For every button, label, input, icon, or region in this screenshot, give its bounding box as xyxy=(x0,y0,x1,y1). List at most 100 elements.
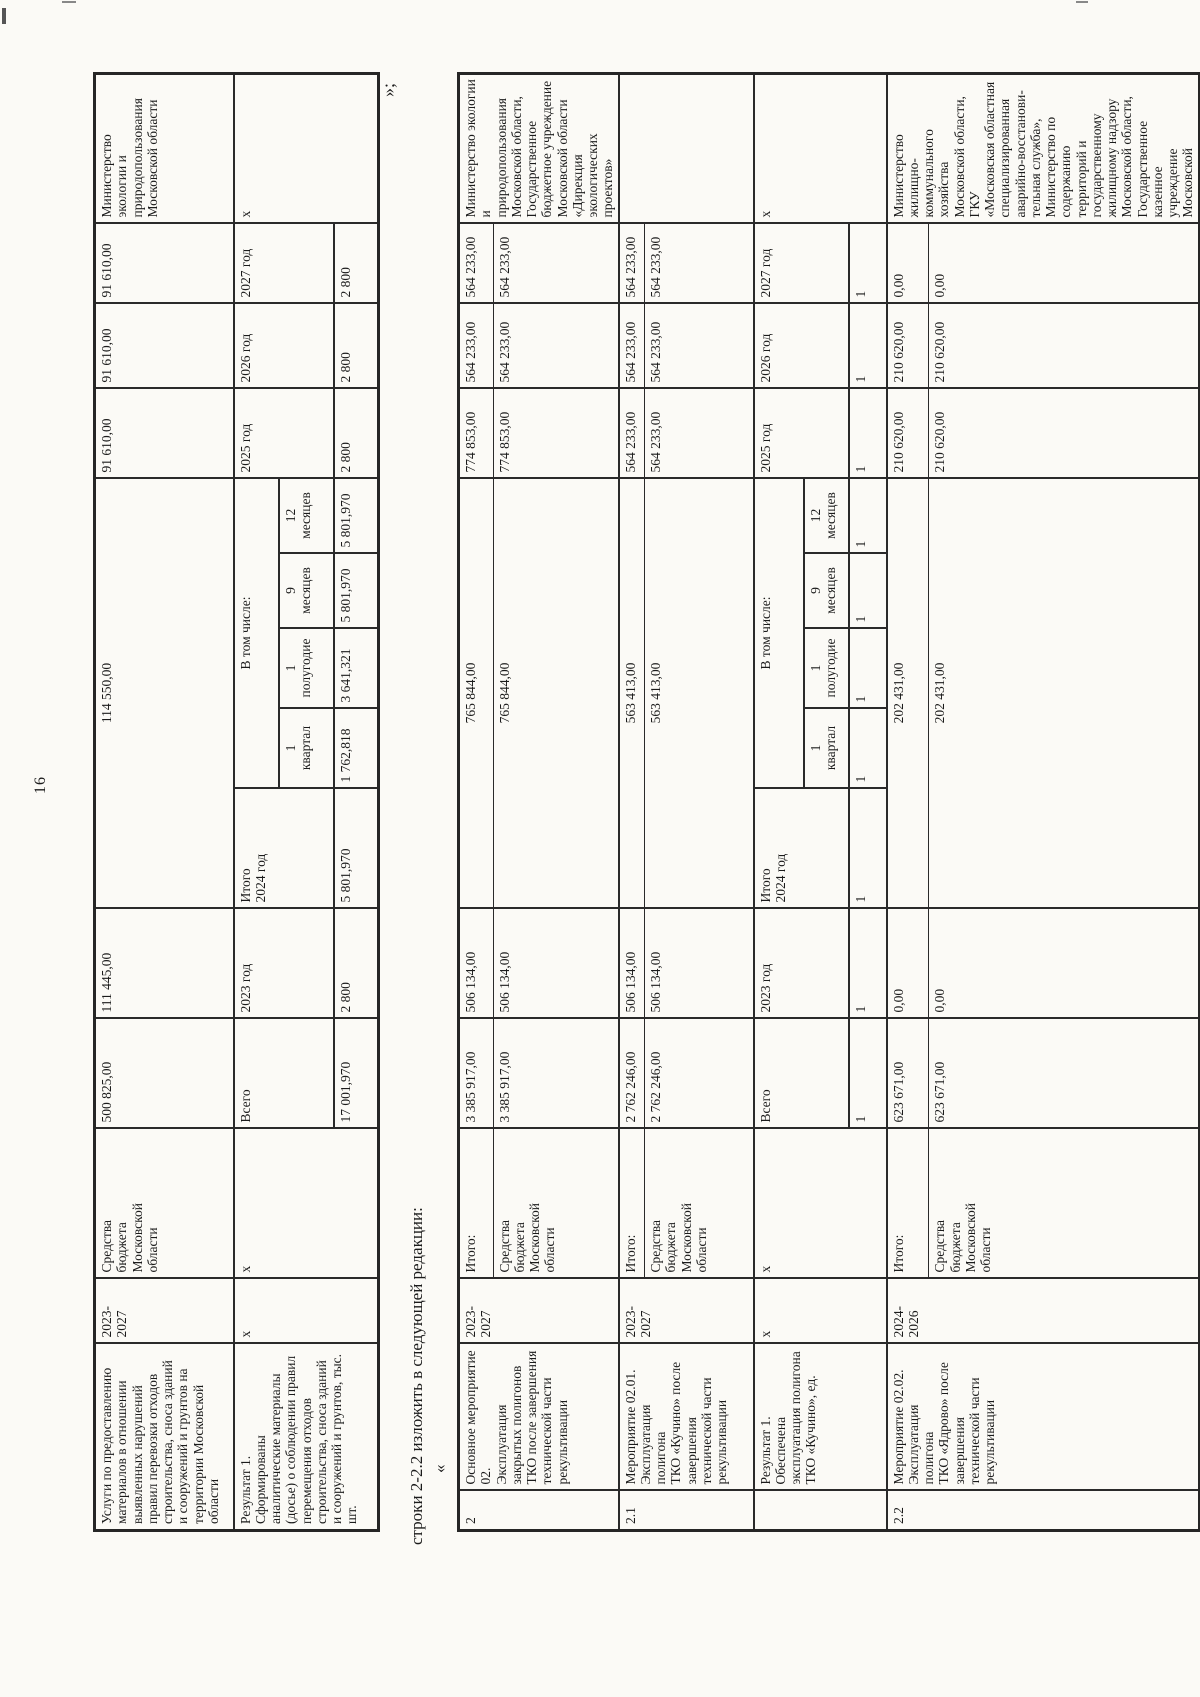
t2-main-budget-2025: 774 853,00 xyxy=(493,388,619,479)
t2-m0201-itogo-2026: 564 233,00 xyxy=(618,303,645,389)
t2-m0201-itogo-2024: 563 413,00 xyxy=(618,478,645,909)
t1-service-funding-source: Средства бюджета Московской области xyxy=(94,1128,234,1279)
t2-result-12m: 1 xyxy=(848,478,887,554)
t2-main-budget-2023: 506 134,00 xyxy=(493,908,619,1019)
t2-main-number: 2 xyxy=(458,1490,619,1531)
t1-result-source-x: х xyxy=(233,1128,379,1279)
t2-m0201-budget-2027: 564 233,00 xyxy=(644,223,754,304)
t1-result-h1: 3 641,321 xyxy=(333,628,379,709)
budget-table-1: Услуги по предоставлению материалов в от… xyxy=(93,72,380,1532)
t2-result-years-x: х xyxy=(753,1278,887,1344)
t1-service-2025: 91 610,00 xyxy=(94,388,234,479)
t2-m0201-itogo-2025: 564 233,00 xyxy=(618,388,645,479)
t1-result-responsible-x: х xyxy=(233,73,379,224)
t2-m0202-budget-total: 623 671,00 xyxy=(928,1018,1199,1129)
t1-header-including: В том числе: xyxy=(233,478,279,789)
t2-m0202-itogo-row: 2.2 Мероприятие 02.02. Эксплуатация поли… xyxy=(886,73,1199,1531)
t2-m0202-responsible: Министерство жилищно- коммунального хозя… xyxy=(886,73,1199,224)
t2-result-header-row: Результат 1. Обеспечена эксплуатация пол… xyxy=(753,73,887,1531)
t2-result-description: Результат 1. Обеспечена эксплуатация пол… xyxy=(753,1343,887,1491)
t2-main-budget-2027: 564 233,00 xyxy=(493,223,619,304)
t2-m0202-itogo-2023: 0,00 xyxy=(886,908,929,1019)
t2-main-budget-2026: 564 233,00 xyxy=(493,303,619,389)
t2-result-2023: 1 xyxy=(848,908,887,1019)
t2-m0202-itogo-2025: 210 620,00 xyxy=(886,388,929,479)
t2-header-2027: 2027 год xyxy=(753,223,849,304)
t2-m0202-source-budget: Средства бюджета Московской области xyxy=(928,1128,1199,1279)
t1-result-2025: 2 800 xyxy=(333,388,379,479)
t2-m0202-itogo-2026: 210 620,00 xyxy=(886,303,929,389)
t2-header-including: В том числе: xyxy=(753,478,804,789)
t2-m0201-budget-2023: 506 134,00 xyxy=(644,908,754,1019)
t2-result-responsible-x: х xyxy=(753,73,887,224)
t1-result-years-x: х xyxy=(233,1278,379,1344)
t1-service-description: Услуги по предоставлению материалов в от… xyxy=(94,1343,234,1531)
amendment-instruction: строки 2-2.2 изложить в следующей редакц… xyxy=(407,1207,426,1545)
t2-header-2026: 2026 год xyxy=(753,303,849,389)
t2-m0202-itogo-total: 623 671,00 xyxy=(886,1018,929,1129)
t2-main-responsible: Министерство экологии и природопользован… xyxy=(458,73,619,224)
t2-main-itogo-2023: 506 134,00 xyxy=(458,908,494,1019)
t2-result-total: 1 xyxy=(848,1018,887,1129)
t2-m0201-budget-2024: 563 413,00 xyxy=(644,478,754,909)
t2-result-2027: 1 xyxy=(848,223,887,304)
t2-m0201-budget-2025: 564 233,00 xyxy=(644,388,754,479)
t2-result-source-x: х xyxy=(753,1128,887,1279)
t2-main-itogo-2025: 774 853,00 xyxy=(458,388,494,479)
scan-artifact xyxy=(1076,1,1088,3)
t2-m0201-description: Мероприятие 02.01. Эксплуатация полигона… xyxy=(618,1343,754,1491)
t1-service-responsible: Министерство экологии и природопользован… xyxy=(94,73,234,224)
t2-result-2024: 1 xyxy=(848,788,887,909)
t1-header-2024-total: Итого 2024 год xyxy=(233,788,334,909)
t2-header-total: Всего xyxy=(753,1018,849,1129)
t2-header-2023: 2023 год xyxy=(753,908,849,1019)
t2-main-description: Основное мероприятие 02. Эксплуатация за… xyxy=(458,1343,619,1491)
t2-m0201-source-itogo: Итого: xyxy=(618,1128,645,1279)
t1-header-2025: 2025 год xyxy=(233,388,334,479)
t2-m0202-description: Мероприятие 02.02. Эксплуатация полигона… xyxy=(886,1343,1199,1491)
t2-result-q1: 1 xyxy=(848,708,887,789)
t2-m0202-budget-2027: 0,00 xyxy=(928,223,1199,304)
t1-result-2024: 5 801,970 xyxy=(333,788,379,909)
t2-main-itogo-2024: 765 844,00 xyxy=(458,478,494,909)
t2-header-12m: 12 месяцев xyxy=(803,478,849,554)
t2-main-budget-2024: 765 844,00 xyxy=(493,478,619,909)
closing-quote-mark: »; xyxy=(378,82,398,97)
t2-header-9m: 9 месяцев xyxy=(803,553,849,629)
t2-m0202-budget-2023: 0,00 xyxy=(928,908,1199,1019)
opening-quote-mark: « xyxy=(430,1464,449,1474)
t2-m0201-budget-2026: 564 233,00 xyxy=(644,303,754,389)
t2-main-itogo-total: 3 385 917,00 xyxy=(458,1018,494,1129)
t2-main-years: 2023- 2027 xyxy=(458,1278,619,1344)
t1-header-9m: 9 месяцев xyxy=(278,553,334,629)
t2-m0202-itogo-2024: 202 431,00 xyxy=(886,478,929,909)
t1-result-2026: 2 800 xyxy=(333,303,379,389)
t1-header-h1: 1 полугодие xyxy=(278,628,334,709)
t2-m0201-itogo-2027: 564 233,00 xyxy=(618,223,645,304)
t1-result-header-row: Результат 1. Сформированы аналитические … xyxy=(233,73,379,1531)
t1-result-2023: 2 800 xyxy=(333,908,379,1019)
t2-m0201-itogo-total: 2 762 246,00 xyxy=(618,1018,645,1129)
t2-m0201-source-budget: Средства бюджета Московской области xyxy=(644,1128,754,1279)
t2-result-9m: 1 xyxy=(848,553,887,629)
t2-m0202-budget-2024: 202 431,00 xyxy=(928,478,1199,909)
t2-result-2025: 1 xyxy=(848,388,887,479)
t2-result-number-empty xyxy=(753,1490,887,1531)
t2-m0202-itogo-2027: 0,00 xyxy=(886,223,929,304)
t2-main-budget-total: 3 385 917,00 xyxy=(493,1018,619,1129)
t1-result-12m: 5 801,970 xyxy=(333,478,379,554)
t1-header-2026: 2026 год xyxy=(233,303,334,389)
budget-table-2: 2 Основное мероприятие 02. Эксплуатация … xyxy=(457,71,1200,1532)
t2-main-itogo-row: 2 Основное мероприятие 02. Эксплуатация … xyxy=(458,73,619,1531)
scan-artifact xyxy=(2,8,6,24)
t2-main-source-budget: Средства бюджета Московской области xyxy=(493,1128,619,1279)
t2-m0201-budget-total: 2 762 246,00 xyxy=(644,1018,754,1129)
t1-service-years: 2023- 2027 xyxy=(94,1278,234,1344)
t2-m0201-responsible xyxy=(618,73,754,224)
t2-m0201-itogo-2023: 506 134,00 xyxy=(618,908,645,1019)
t2-header-2025: 2025 год xyxy=(753,388,849,479)
t1-header-2027: 2027 год xyxy=(233,223,334,304)
t2-main-itogo-2026: 564 233,00 xyxy=(458,303,494,389)
t2-result-2026: 1 xyxy=(848,303,887,389)
